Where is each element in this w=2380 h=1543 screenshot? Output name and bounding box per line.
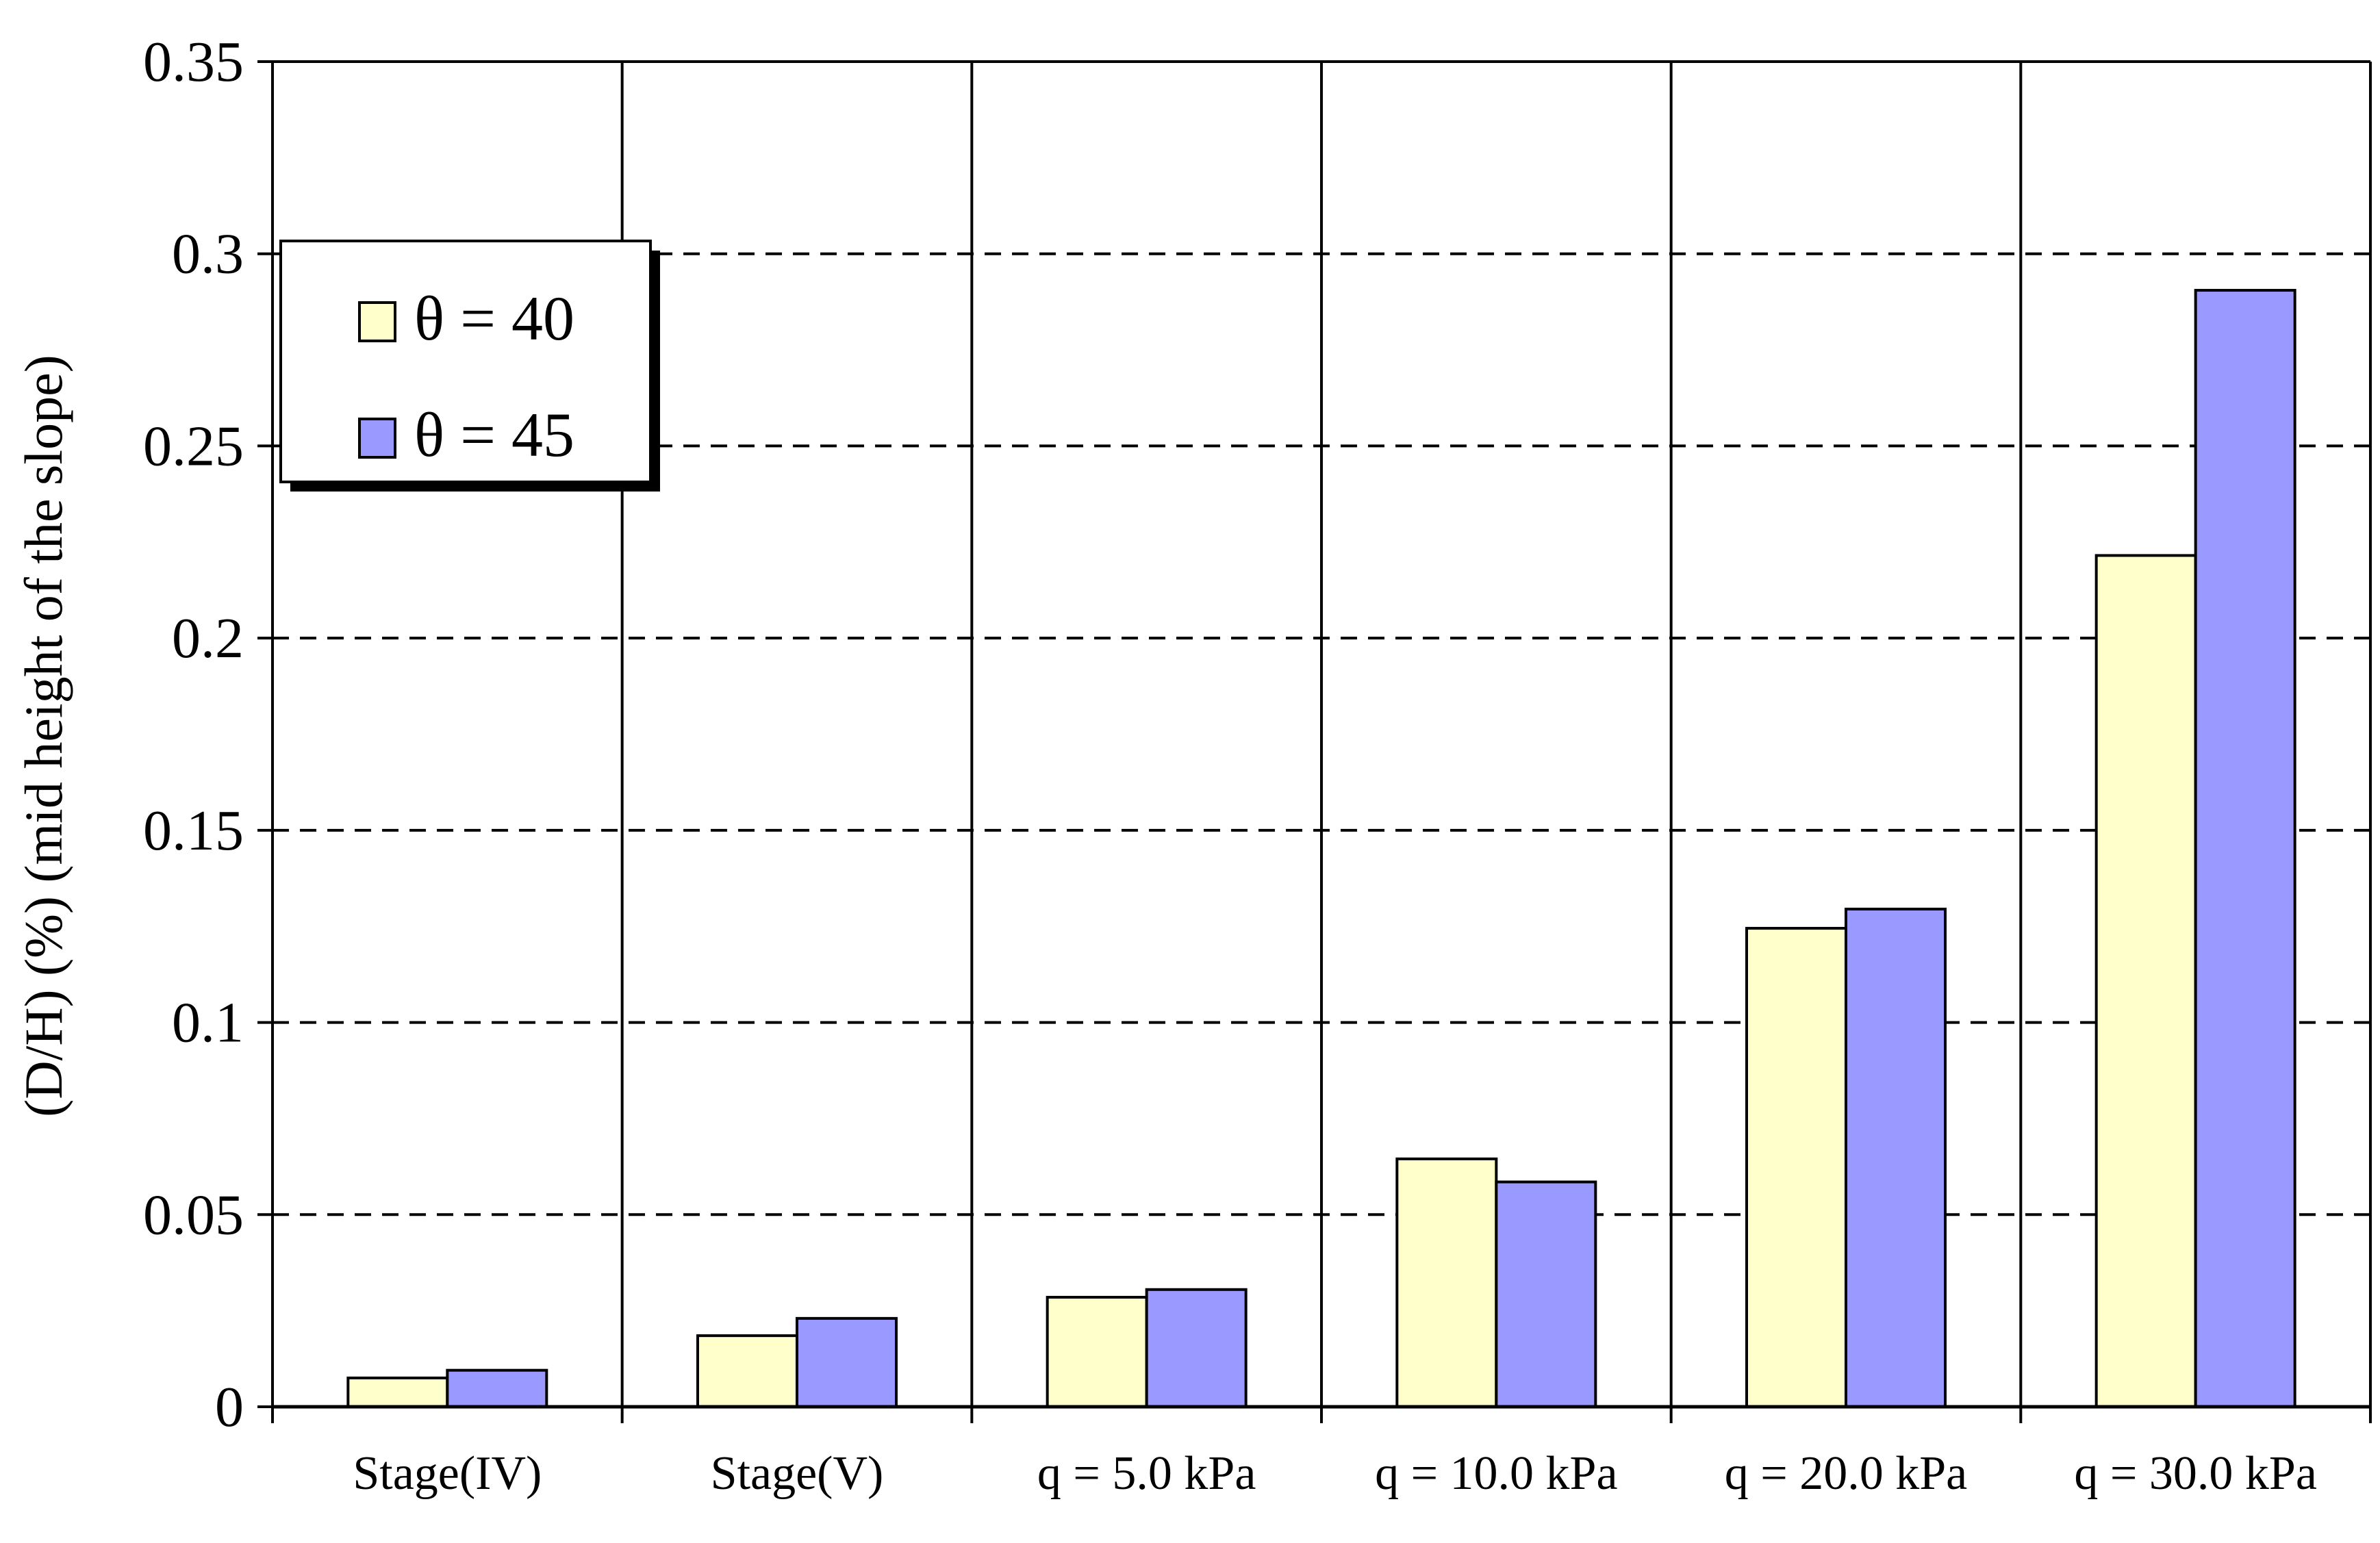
- y-tick-label: 0.1: [172, 991, 244, 1055]
- y-tick-label: 0.25: [143, 414, 244, 478]
- bar-series-2-1: [796, 1316, 898, 1409]
- legend-swatch-2: [358, 418, 396, 459]
- bar-series-1-0: [346, 1376, 449, 1408]
- y-tick-label: 0.2: [172, 607, 244, 670]
- x-tick-label: Stage(V): [711, 1447, 884, 1500]
- y-tick-label: 0.05: [143, 1183, 244, 1247]
- bar-series-1-2: [1046, 1295, 1148, 1408]
- y-tick-label: 0.35: [143, 30, 244, 94]
- bar-series-2-3: [1495, 1180, 1597, 1409]
- bar-series-2-4: [1845, 907, 1947, 1408]
- bar-series-1-3: [1395, 1157, 1498, 1408]
- grid-lines: [271, 62, 2372, 1407]
- legend-label-1: θ = 40: [414, 283, 574, 353]
- x-tick-label: q = 20.0 kPa: [1725, 1447, 1967, 1500]
- tick-labels: 0 0.05 0.1 0.15 0.2 0.25 0.3 0.35 Stage(IV) Stage…: [143, 30, 2317, 1500]
- y-axis-title: (D/H) (%) (mid height of the slope): [14, 355, 73, 1117]
- x-tick-label: q = 5.0 kPa: [1037, 1447, 1256, 1500]
- legend: θ = 40 θ = 45: [279, 240, 660, 492]
- x-tick-label: Stage(IV): [353, 1447, 542, 1500]
- bar-series-2-0: [446, 1368, 548, 1409]
- y-tick-label: 0.3: [172, 222, 244, 286]
- x-tick-label: q = 30.0 kPa: [2074, 1447, 2316, 1500]
- bar-series-1-5: [2094, 554, 2197, 1409]
- y-tick-label: 0: [215, 1375, 244, 1439]
- bar-series-2-2: [1145, 1288, 1248, 1408]
- legend-label-2: θ = 45: [414, 400, 574, 470]
- x-tick-label: q = 10.0 kPa: [1375, 1447, 1617, 1500]
- bars: [346, 289, 2296, 1409]
- bar-series-2-5: [2194, 289, 2296, 1408]
- y-tick-label: 0.15: [143, 799, 244, 863]
- bar-series-1-1: [696, 1334, 798, 1409]
- bar-series-1-4: [1745, 927, 1847, 1409]
- legend-swatch-1: [358, 301, 396, 342]
- axes: [257, 60, 2372, 1423]
- legend-box: [279, 240, 652, 483]
